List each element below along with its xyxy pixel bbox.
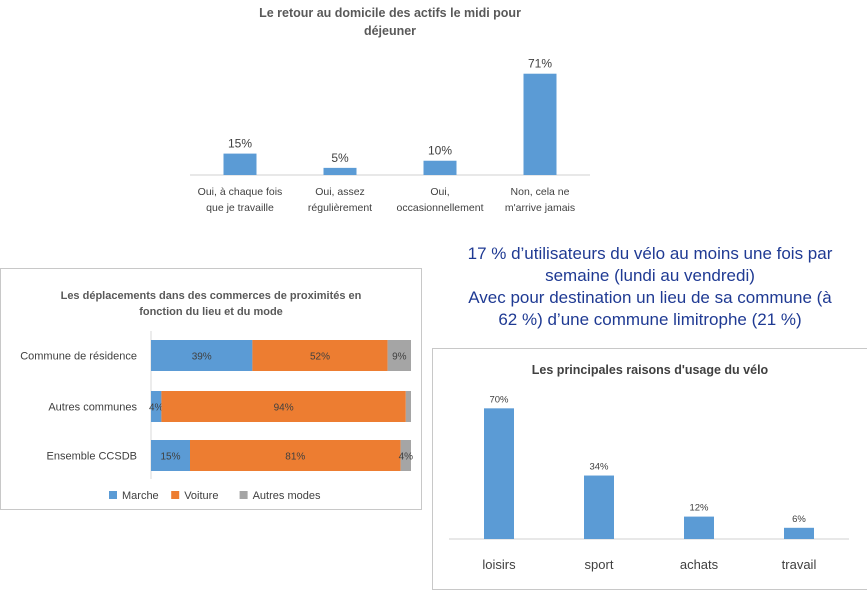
bar-segment (405, 391, 411, 422)
category-label: que je travaille (206, 202, 274, 214)
bar (484, 408, 514, 539)
bar (784, 527, 814, 539)
note-line-3: Avec pour destination un lieu de sa comm… (468, 288, 832, 307)
bar-segment (151, 340, 253, 371)
bar (523, 73, 557, 175)
bar-segment (151, 391, 162, 422)
shopping-trips-chart: Les déplacements dans des commerces de p… (0, 268, 422, 510)
bar (323, 167, 357, 175)
category-label: Oui, à chaque fois (198, 186, 283, 198)
note-line-4: 62 %) d’une commune limitrophe (21 %) (498, 310, 802, 329)
category-label: Non, cela ne (511, 186, 570, 198)
legend-label: Autres modes (253, 490, 321, 502)
category-label: achats (680, 557, 719, 572)
legend-label: Voiture (184, 490, 218, 502)
bar (423, 160, 457, 175)
data-label: 6% (792, 514, 806, 525)
category-label: sport (585, 557, 614, 572)
category-label: régulièrement (308, 202, 372, 214)
bar-segment (161, 391, 406, 422)
category-label: m'arrive jamais (505, 202, 575, 214)
data-label: 15% (160, 452, 180, 463)
data-label: 81% (285, 452, 305, 463)
category-label: Autres communes (48, 402, 137, 414)
chart-title-line: déjeuner (364, 24, 416, 38)
bar-segment (151, 440, 190, 471)
chart-title-line: Le retour au domicile des actifs le midi… (259, 6, 521, 20)
data-label: 10% (428, 144, 452, 158)
data-label: 15% (228, 137, 252, 151)
category-label: travail (782, 557, 817, 572)
category-label: Commune de résidence (20, 351, 137, 363)
category-label: occasionnellement (397, 202, 484, 214)
bike-reasons-chart: Les principales raisons d'usage du vélo 7… (432, 348, 867, 590)
cycling-note: 17 % d’utilisateurs du vélo au moins une… (436, 243, 864, 331)
chart-title: Les principales raisons d'usage du vélo (532, 363, 769, 377)
legend-swatch (109, 491, 117, 499)
data-label: 71% (528, 57, 552, 71)
bar-segment (252, 340, 388, 371)
legend-swatch (239, 491, 248, 499)
data-label: 52% (310, 352, 330, 363)
category-label: Oui, (430, 186, 449, 198)
chart-title-line: fonction du lieu et du mode (139, 306, 283, 318)
bar-segment (400, 440, 411, 471)
note-line-2: semaine (lundi au vendredi) (545, 266, 755, 285)
bar (684, 516, 714, 539)
lunch-return-chart-svg: Le retour au domicile des actifs le midi… (190, 6, 590, 214)
data-label: 5% (331, 151, 349, 165)
shopping-trips-chart-svg: Les déplacements dans des commerces de p… (20, 290, 414, 502)
chart-title-line: Les déplacements dans des commerces de p… (61, 290, 362, 302)
lunch-return-chart: Le retour au domicile des actifs le midi… (170, 0, 610, 230)
bar-segment (190, 440, 401, 471)
bar-segment (387, 340, 411, 371)
bike-reasons-chart-svg: Les principales raisons d'usage du vélo 7… (449, 363, 849, 572)
category-label: loisirs (482, 557, 516, 572)
data-label: 94% (274, 403, 294, 414)
note-line-1: 17 % d’utilisateurs du vélo au moins une… (467, 244, 833, 263)
data-label: 70% (489, 394, 509, 405)
legend-label: Marche (122, 490, 159, 502)
category-label: Ensemble CCSDB (47, 451, 137, 463)
bar (584, 475, 614, 539)
data-label: 4% (149, 403, 164, 414)
bar (223, 153, 257, 175)
data-label: 9% (392, 352, 407, 363)
data-label: 34% (589, 462, 609, 473)
legend-swatch (171, 491, 180, 499)
category-label: Oui, assez (315, 186, 365, 198)
data-label: 4% (399, 452, 414, 463)
data-label: 39% (192, 352, 212, 363)
data-label: 12% (689, 503, 709, 514)
